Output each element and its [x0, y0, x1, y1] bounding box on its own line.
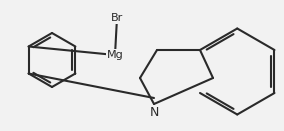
- Text: Mg: Mg: [106, 50, 123, 60]
- Text: Br: Br: [111, 13, 123, 23]
- Text: N: N: [149, 106, 159, 119]
